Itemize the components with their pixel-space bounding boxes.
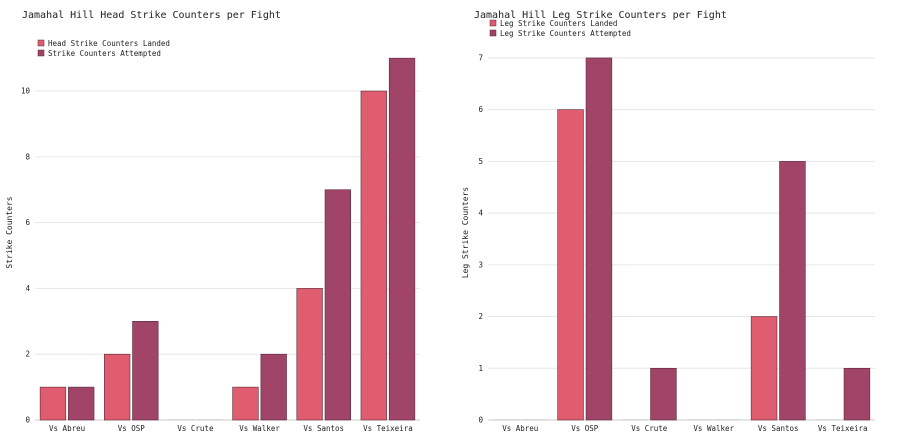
bar (843, 367, 871, 421)
y-tick-label: 4 (478, 209, 483, 218)
y-axis-label: Strike Counters (5, 196, 14, 268)
leg-strike-chart: Jamahal Hill Leg Strike Counters per Fig… (461, 10, 875, 433)
bar (750, 316, 778, 421)
y-tick-label: 10 (21, 87, 31, 96)
y-tick-label: 7 (478, 53, 483, 62)
x-tick-label: Vs Teixeira (363, 424, 413, 433)
bar (296, 288, 323, 421)
bar (650, 367, 677, 421)
bar (232, 386, 259, 421)
y-tick-label: 0 (25, 416, 30, 425)
chart-title: Jamahal Hill Head Strike Counters per Fi… (22, 10, 281, 21)
bar (360, 90, 387, 421)
y-tick-label: 4 (25, 284, 30, 293)
bar (104, 353, 131, 421)
bar (132, 321, 159, 421)
x-tick-label: Vs Abreu (502, 424, 538, 433)
legend-swatch (37, 39, 45, 47)
x-tick-label: Vs Santos (303, 424, 344, 433)
x-tick-label: Vs Abreu (49, 424, 85, 433)
x-tick-label: Vs Walker (693, 424, 734, 433)
y-tick-label: 0 (478, 416, 483, 425)
y-tick-label: 1 (478, 364, 483, 373)
legend-label: Leg Strike Counters Attempted (500, 29, 631, 38)
bar (779, 161, 806, 421)
legend-swatch (489, 19, 497, 27)
legend-label: Strike Counters Attempted (48, 49, 161, 58)
legend-swatch (37, 49, 45, 57)
y-tick-label: 2 (25, 350, 30, 359)
chart-title: Jamahal Hill Leg Strike Counters per Fig… (474, 10, 727, 21)
x-tick-label: Vs OSP (571, 424, 599, 433)
bar (585, 57, 613, 421)
legend-swatch (489, 29, 497, 37)
bar (260, 353, 287, 421)
x-tick-label: Vs Walker (239, 424, 280, 433)
bar (39, 386, 67, 421)
bar (324, 189, 351, 421)
x-tick-label: Vs Teixeira (818, 424, 868, 433)
y-tick-label: 5 (478, 157, 483, 166)
bar (557, 109, 584, 421)
bar (68, 386, 95, 421)
x-tick-label: Vs Crute (177, 424, 214, 433)
y-tick-label: 6 (478, 105, 483, 114)
head-strike-chart: Jamahal Hill Head Strike Counters per Fi… (5, 10, 420, 433)
x-tick-label: Vs OSP (118, 424, 146, 433)
x-tick-label: Vs Santos (758, 424, 799, 433)
y-tick-label: 2 (478, 312, 483, 321)
legend-label: Leg Strike Counters Landed (500, 19, 617, 28)
legend-label: Head Strike Counters Landed (48, 39, 170, 48)
y-tick-label: 3 (478, 260, 483, 269)
bar (388, 57, 416, 421)
y-tick-label: 8 (25, 152, 30, 161)
y-tick-label: 6 (25, 218, 30, 227)
y-axis-label: Leg Strike Counters (461, 187, 470, 279)
x-tick-label: Vs Crute (631, 424, 668, 433)
